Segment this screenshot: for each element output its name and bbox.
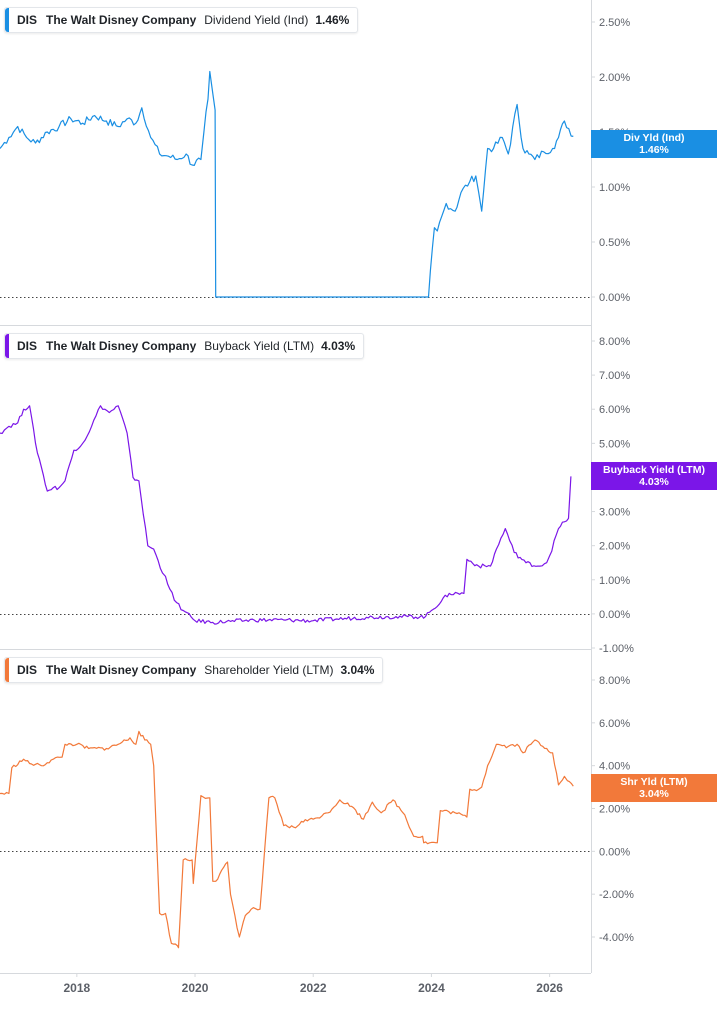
buyback-tag-value: 4.03% bbox=[639, 476, 669, 488]
dividend-legend-company: The Walt Disney Company bbox=[46, 13, 197, 27]
buyback-value-tag: Buyback Yield (LTM) 4.03% bbox=[591, 462, 717, 490]
buyback-legend-ticker: DIS bbox=[17, 339, 38, 353]
buyback-series-line bbox=[0, 405, 572, 625]
dividend-y-tick-label: 2.50% bbox=[599, 17, 630, 29]
shareholder-legend-company: The Walt Disney Company bbox=[46, 663, 197, 677]
dividend-legend-ticker: DIS bbox=[17, 13, 38, 27]
buyback-legend-swatch bbox=[5, 334, 9, 358]
shareholder-y-tick-label: -2.00% bbox=[599, 889, 634, 901]
dividend-y-tick-label: 0.00% bbox=[599, 292, 630, 304]
dividend-y-tick-label: 1.00% bbox=[599, 182, 630, 194]
buyback-y-tick-label: 3.00% bbox=[599, 507, 630, 519]
shareholder-tag-value: 3.04% bbox=[639, 788, 669, 800]
dividend-legend-value: 1.46% bbox=[315, 13, 350, 27]
shareholder-y-tick-label: 2.00% bbox=[599, 804, 630, 816]
buyback-legend-metric: Buyback Yield (LTM) bbox=[204, 339, 315, 353]
buyback-y-tick-label: 6.00% bbox=[599, 404, 630, 416]
shareholder-y-tick-label: 8.00% bbox=[599, 675, 630, 687]
buyback-legend-value: 4.03% bbox=[321, 339, 356, 353]
buyback-y-tick-label: 1.00% bbox=[599, 575, 630, 587]
x-tick-label: 2020 bbox=[182, 981, 209, 995]
shareholder-legend-value: 3.04% bbox=[340, 663, 375, 677]
shareholder-value-tag: Shr Yld (LTM) 3.04% bbox=[591, 774, 717, 802]
buyback-legend[interactable]: DIS The Walt Disney Company Buyback Yiel… bbox=[4, 333, 365, 359]
buyback-legend-company: The Walt Disney Company bbox=[46, 339, 197, 353]
dividend-value-tag: Div Yld (Ind) 1.46% bbox=[591, 130, 717, 158]
x-tick-label: 2022 bbox=[300, 981, 327, 995]
dividend-y-tick-label: 2.00% bbox=[599, 72, 630, 84]
x-tick-label: 2018 bbox=[63, 981, 90, 995]
shareholder-y-tick-label: -4.00% bbox=[599, 932, 634, 944]
dividend-legend[interactable]: DIS The Walt Disney Company Dividend Yie… bbox=[4, 7, 359, 33]
shareholder-y-tick-label: 6.00% bbox=[599, 718, 630, 730]
shareholder-legend-metric: Shareholder Yield (LTM) bbox=[204, 663, 334, 677]
shareholder-legend[interactable]: DIS The Walt Disney Company Shareholder … bbox=[4, 657, 384, 683]
buyback-y-tick-label: 2.00% bbox=[599, 541, 630, 553]
shareholder-y-tick-label: 4.00% bbox=[599, 761, 630, 773]
x-tick-label: 2024 bbox=[418, 981, 445, 995]
shareholder-legend-ticker: DIS bbox=[17, 663, 38, 677]
buyback-tag-label: Buyback Yield (LTM) bbox=[603, 464, 705, 476]
buyback-y-tick-label: -1.00% bbox=[599, 643, 634, 655]
dividend-legend-metric: Dividend Yield (Ind) bbox=[204, 13, 309, 27]
buyback-y-tick-label: 0.00% bbox=[599, 609, 630, 621]
shareholder-tag-label: Shr Yld (LTM) bbox=[620, 776, 688, 788]
dividend-tag-label: Div Yld (Ind) bbox=[623, 132, 685, 144]
dividend-y-tick-label: 0.50% bbox=[599, 237, 630, 249]
dividend-tag-value: 1.46% bbox=[639, 144, 669, 156]
buyback-y-tick-label: 5.00% bbox=[599, 438, 630, 450]
shareholder-legend-swatch bbox=[5, 658, 9, 682]
x-tick-label: 2026 bbox=[536, 981, 563, 995]
buyback-y-tick-label: 7.00% bbox=[599, 370, 630, 382]
buyback-y-tick-label: 8.00% bbox=[599, 336, 630, 348]
dividend-legend-swatch bbox=[5, 8, 9, 32]
dividend-series-line bbox=[0, 70, 574, 298]
shareholder-series-line bbox=[0, 730, 574, 949]
shareholder-y-tick-label: 0.00% bbox=[599, 846, 630, 858]
